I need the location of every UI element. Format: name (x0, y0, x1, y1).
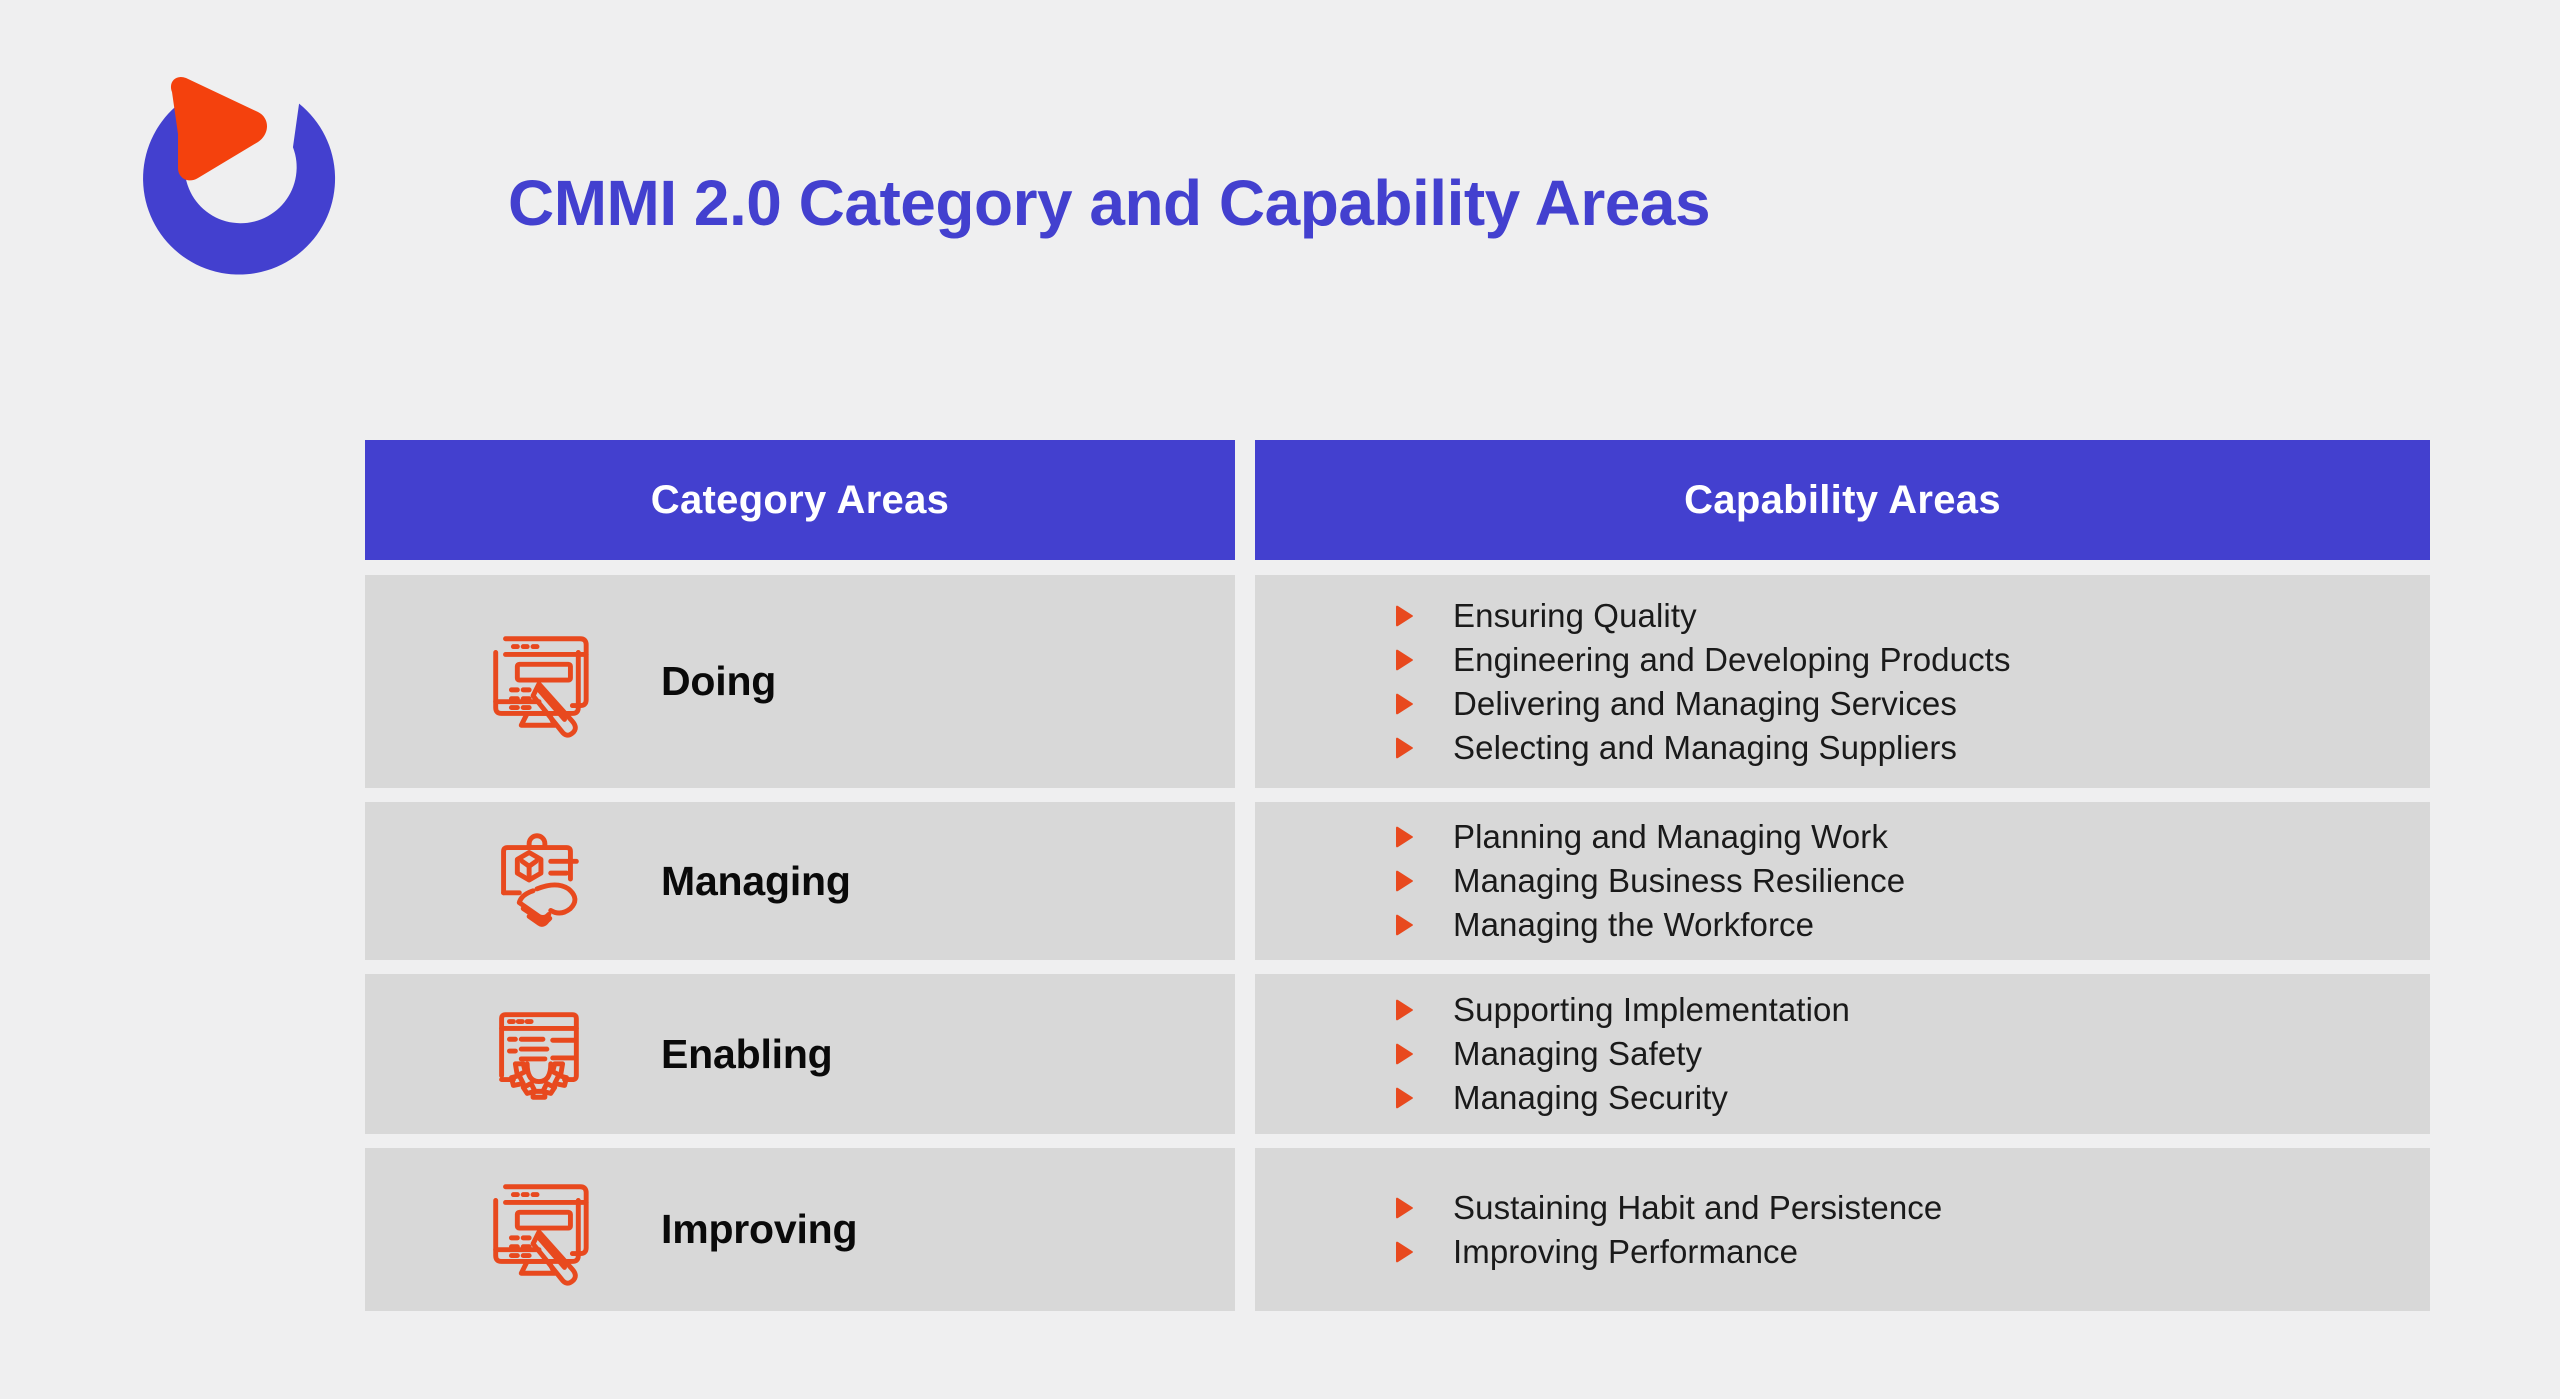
triangle-bullet-icon (1395, 1196, 1429, 1220)
column-header-category-areas: Category Areas (365, 440, 1235, 560)
table-row: Improving Sustaining Habit and Persisten… (365, 1148, 2430, 1311)
category-cell-enabling: Enabling (365, 974, 1235, 1134)
capability-label: Engineering and Developing Products (1453, 640, 2011, 678)
category-label: Improving (661, 1206, 858, 1252)
capability-label: Supporting Implementation (1453, 991, 1850, 1028)
category-cell-doing: Doing (365, 575, 1235, 788)
category-capability-matrix: Category Areas Capability Areas (365, 440, 2430, 1325)
browser-gear-icon (475, 992, 599, 1116)
category-cell-improving: Improving (365, 1148, 1235, 1311)
column-gap (1235, 802, 1255, 960)
triangle-bullet-icon (1395, 604, 1429, 628)
triangle-bullet-icon (1395, 692, 1429, 716)
page-title: CMMI 2.0 Category and Capability Areas (508, 167, 1711, 239)
capability-label: Managing Business Resilience (1453, 862, 1906, 899)
column-gap (1235, 974, 1255, 1134)
list-item: Managing Security (1395, 1076, 2430, 1120)
table-row: Managing Planning and Managing Work Mana… (365, 802, 2430, 960)
table-row: Enabling Supporting Implementation Manag… (365, 974, 2430, 1134)
column-header-capability-areas-label: Capability Areas (1684, 477, 2001, 522)
table-header-row: Category Areas Capability Areas (365, 440, 2430, 560)
capability-label: Ensuring Quality (1453, 596, 1697, 634)
category-label: Managing (661, 857, 851, 904)
list-item: Selecting and Managing Suppliers (1395, 726, 2430, 770)
capability-label: Managing Security (1453, 1079, 1729, 1116)
triangle-bullet-icon (1395, 736, 1429, 760)
triangle-bullet-icon (1395, 998, 1429, 1022)
triangle-bullet-icon (1395, 869, 1429, 893)
list-item: Engineering and Developing Products (1395, 638, 2430, 682)
column-gap (1235, 1148, 1255, 1311)
monitor-pencil-icon (475, 620, 599, 744)
header-band: CMMI 2.0 Category and Capability Areas (0, 0, 2560, 400)
category-label: Doing (661, 658, 777, 704)
column-gap (1235, 575, 1255, 788)
list-item: Managing Safety (1395, 1032, 2430, 1076)
capability-cell-enabling: Supporting Implementation Managing Safet… (1255, 974, 2430, 1134)
capability-label: Planning and Managing Work (1453, 818, 1888, 855)
triangle-bullet-icon (1395, 913, 1429, 937)
capability-cell-managing: Planning and Managing Work Managing Busi… (1255, 802, 2430, 960)
category-cell-managing: Managing (365, 802, 1235, 960)
column-gap (1235, 440, 1255, 560)
triangle-bullet-icon (1395, 825, 1429, 849)
triangle-bullet-icon (1395, 1086, 1429, 1110)
list-item: Planning and Managing Work (1395, 815, 2430, 859)
capability-label: Managing Safety (1453, 1035, 1703, 1072)
list-item: Managing Business Resilience (1395, 859, 2430, 903)
column-header-capability-areas: Capability Areas (1255, 440, 2430, 560)
list-item: Sustaining Habit and Persistence (1395, 1186, 2430, 1230)
capability-cell-improving: Sustaining Habit and Persistence Improvi… (1255, 1148, 2430, 1311)
list-item: Managing the Workforce (1395, 903, 2430, 947)
capability-label: Improving Performance (1453, 1232, 1799, 1270)
column-header-category-areas-label: Category Areas (650, 477, 950, 522)
capability-label: Sustaining Habit and Persistence (1453, 1188, 1943, 1226)
capability-label: Selecting and Managing Suppliers (1453, 728, 1958, 766)
monitor-pencil-icon (475, 1168, 599, 1292)
list-item: Delivering and Managing Services (1395, 682, 2430, 726)
capability-label: Delivering and Managing Services (1453, 684, 1957, 722)
capability-label: Managing the Workforce (1453, 906, 1815, 943)
category-label: Enabling (661, 1030, 833, 1077)
capability-cell-doing: Ensuring Quality Engineering and Develop… (1255, 575, 2430, 788)
list-item: Improving Performance (1395, 1230, 2430, 1274)
clipboard-handshake-icon (475, 819, 599, 943)
list-item: Ensuring Quality (1395, 594, 2430, 638)
table-row: Doing Ensuring Quality Engineering and D… (365, 575, 2430, 788)
list-item: Supporting Implementation (1395, 988, 2430, 1032)
triangle-bullet-icon (1395, 1240, 1429, 1264)
triangle-bullet-icon (1395, 648, 1429, 672)
cmmi-ring-arrow-logo (128, 68, 350, 290)
triangle-bullet-icon (1395, 1042, 1429, 1066)
